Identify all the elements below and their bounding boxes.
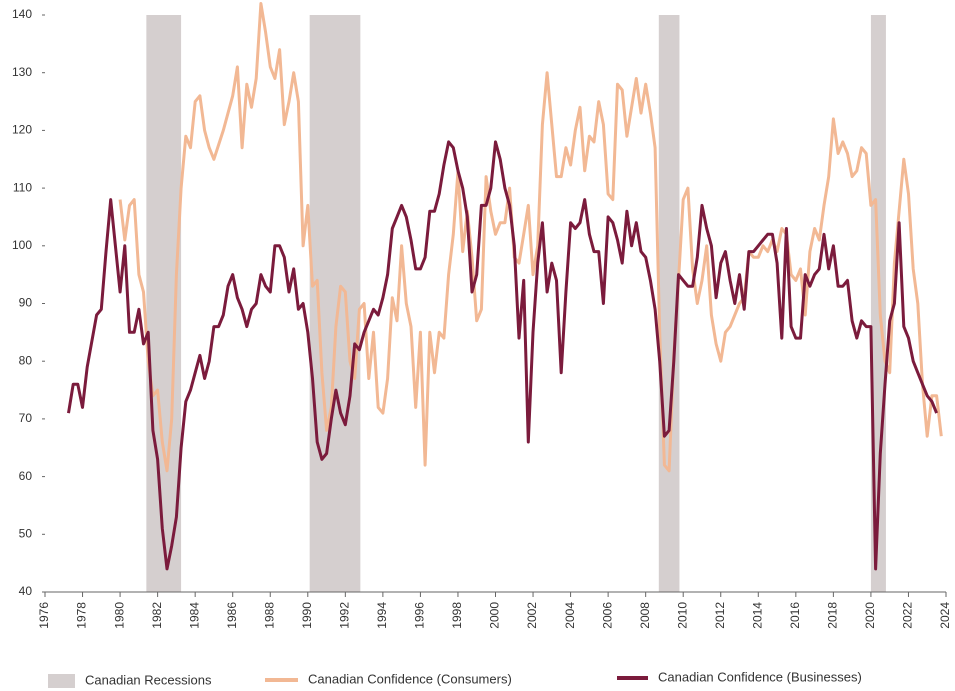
y-tick-label: 60	[19, 469, 33, 483]
x-tick-label: 1980	[112, 602, 126, 629]
x-tick-label: 1984	[187, 602, 201, 629]
legend-label: Canadian Confidence (Businesses)	[658, 669, 862, 684]
x-tick-label: 2022	[901, 602, 915, 629]
plot: 40 50 60 70 80 90 100 110 120 130 140 1976 1978 1980 1…	[12, 2, 952, 629]
x-tick-label: 2010	[675, 602, 689, 629]
y-tick-label: 70	[19, 411, 33, 425]
y-tick-label: 40	[19, 584, 33, 598]
x-tick-label: 2018	[826, 602, 840, 629]
x-tick-label: 2002	[525, 602, 539, 629]
x-tick-label: 1996	[413, 602, 427, 629]
y-tick-label: 120	[12, 123, 32, 137]
x-tick-label: 2012	[713, 602, 727, 629]
y-tick-label: 50	[19, 526, 33, 540]
legend: Canadian Recessions Canadian Confidence …	[48, 669, 862, 688]
y-tick-label: 90	[19, 296, 33, 310]
series-line	[118, 2, 943, 473]
legend-swatch	[48, 674, 75, 688]
x-tick-label: 1990	[300, 602, 314, 629]
x-tick-label: 1998	[450, 602, 464, 629]
legend-label: Canadian Recessions	[85, 672, 212, 687]
x-tick-label: 2008	[638, 602, 652, 629]
x-tick-label: 2004	[563, 602, 577, 629]
y-tick-label: 80	[19, 353, 33, 367]
x-tick-label: 2016	[788, 602, 802, 629]
legend-label: Canadian Confidence (Consumers)	[308, 671, 512, 686]
x-tick-label: 1988	[262, 602, 276, 629]
y-tick-label: 140	[12, 7, 32, 21]
x-tick-label: 2024	[938, 602, 952, 629]
x-tick-label: 1982	[150, 602, 164, 629]
x-tick-label: 2006	[600, 602, 614, 629]
y-tick-label: 110	[13, 180, 32, 194]
x-tick-label: 1986	[225, 602, 239, 629]
series-line	[67, 140, 938, 571]
y-tick-label: 130	[12, 65, 32, 79]
x-tick-label: 1994	[375, 602, 389, 629]
y-tick-label: 100	[12, 238, 32, 252]
x-tick-label: 1976	[37, 602, 51, 629]
x-tick-label: 1992	[338, 602, 352, 629]
x-tick-label: 2000	[488, 602, 502, 629]
x-tick-label: 2020	[863, 602, 877, 629]
x-tick-label: 2014	[750, 602, 764, 629]
x-tick-label: 1978	[75, 602, 89, 629]
